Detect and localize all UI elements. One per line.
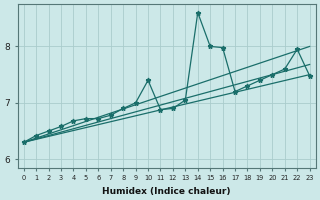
X-axis label: Humidex (Indice chaleur): Humidex (Indice chaleur): [102, 187, 231, 196]
